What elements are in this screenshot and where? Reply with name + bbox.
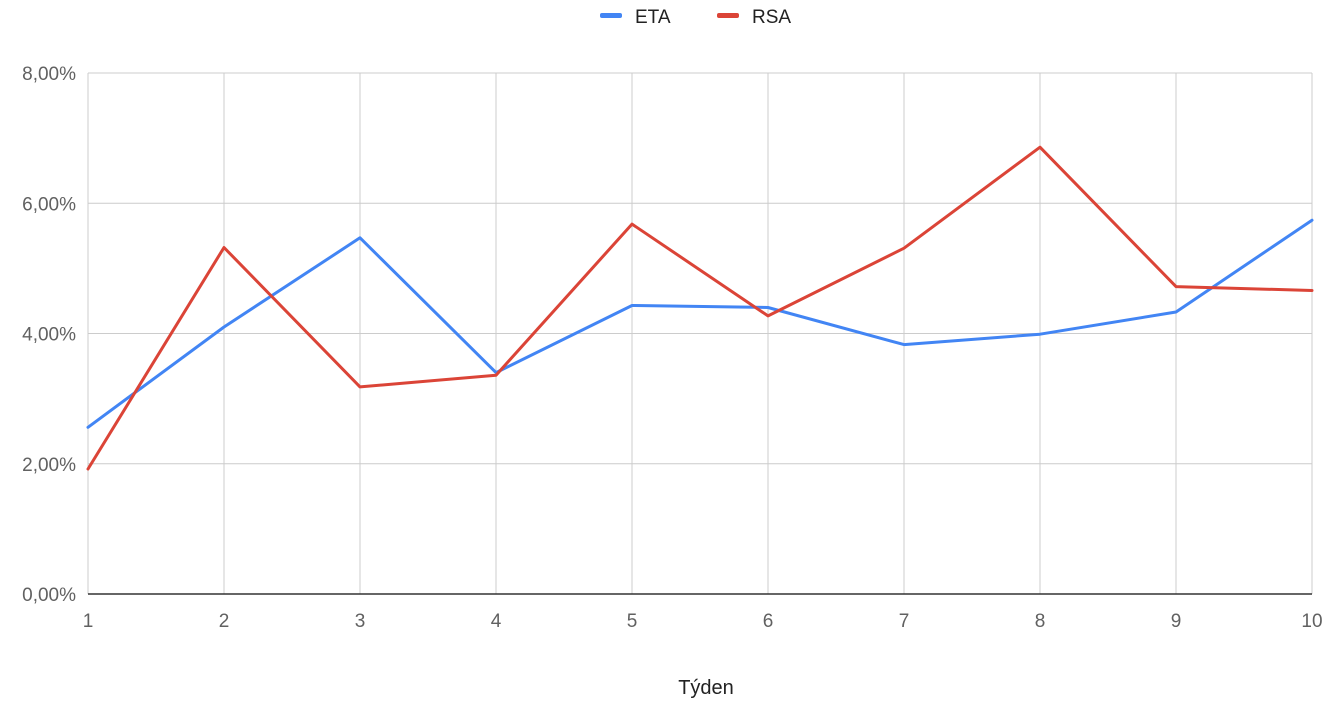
x-tick-label: 1 (83, 611, 94, 632)
x-tick-label: 5 (627, 611, 638, 632)
legend-swatch-eta (600, 13, 622, 18)
legend-label-eta: ETA (635, 7, 671, 28)
y-tick-label: 4,00% (22, 325, 76, 346)
x-axis-ticks: 1 2 3 4 5 6 7 8 9 10 (83, 611, 1323, 632)
x-axis-title: Týden (678, 677, 734, 699)
y-tick-label: 2,00% (22, 455, 76, 476)
x-tick-label: 4 (491, 611, 502, 632)
grid-lines (87, 72, 1313, 595)
x-tick-label: 9 (1171, 611, 1182, 632)
x-tick-label: 8 (1035, 611, 1046, 632)
y-tick-label: 8,00% (22, 64, 76, 85)
y-tick-label: 0,00% (22, 585, 76, 606)
x-tick-label: 3 (355, 611, 366, 632)
legend-swatch-rsa (717, 13, 739, 18)
series-lines (86, 145, 1314, 471)
series-line-eta (86, 218, 1314, 429)
series-line-rsa (86, 145, 1314, 471)
y-axis-ticks: 0,00% 2,00% 4,00% 6,00% 8,00% (22, 64, 76, 606)
y-tick-label: 6,00% (22, 194, 76, 215)
x-tick-label: 10 (1301, 611, 1322, 632)
x-tick-label: 7 (899, 611, 910, 632)
x-tick-label: 6 (763, 611, 774, 632)
x-tick-label: 2 (219, 611, 230, 632)
legend: ETA RSA (600, 7, 791, 28)
legend-label-rsa: RSA (752, 7, 791, 28)
